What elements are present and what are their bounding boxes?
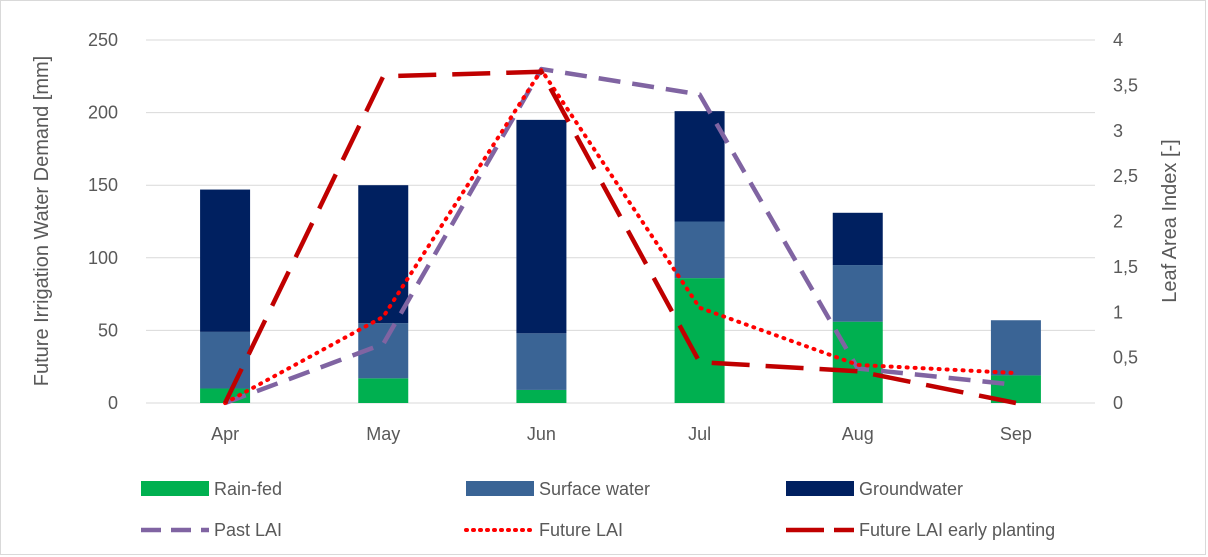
y-tick-label: 50 xyxy=(98,320,118,340)
bar-surface-water xyxy=(200,331,251,389)
bar-groundwater xyxy=(832,212,883,266)
x-tick-label: May xyxy=(366,424,400,444)
legend-swatch xyxy=(786,481,854,496)
bar-rain-fed xyxy=(674,278,725,403)
legend-label: Groundwater xyxy=(859,479,963,499)
x-category-ticks: Apr May Jun Jul Aug Sep xyxy=(211,424,1032,444)
legend-label: Future LAI xyxy=(539,520,623,540)
y-tick-label: 0 xyxy=(108,393,118,413)
bar-rain-fed xyxy=(358,378,409,403)
line-past-lai xyxy=(224,66,1017,406)
line-future-lai xyxy=(223,67,1018,405)
primary-y-axis-title: Future Irrigation Water Demand [mm] xyxy=(31,56,53,386)
y-tick-label: 100 xyxy=(88,248,118,268)
primary-y-ticks: 0 50 100 150 200 250 xyxy=(88,30,118,413)
line-future-lai-early-planting xyxy=(223,69,1017,406)
y2-tick-label: 3 xyxy=(1113,121,1123,141)
x-tick-label: Jul xyxy=(688,424,711,444)
bar-groundwater xyxy=(516,119,567,334)
secondary-y-ticks: 0 0,5 1 1,5 2 2,5 3 3,5 4 xyxy=(1113,30,1138,413)
bar-groundwater xyxy=(674,111,725,222)
y-tick-label: 250 xyxy=(88,30,118,50)
x-tick-label: Aug xyxy=(842,424,874,444)
bar-surface-water xyxy=(832,265,883,322)
y2-tick-label: 0,5 xyxy=(1113,348,1138,368)
bar-surface-water xyxy=(674,221,725,279)
x-tick-label: Sep xyxy=(1000,424,1032,444)
secondary-y-axis-title: Leaf Area Index [-] xyxy=(1159,139,1181,302)
legend: Rain-fed Surface water Groundwater Past LAI… xyxy=(141,479,1055,540)
bar-surface-water xyxy=(516,333,567,390)
y-tick-label: 150 xyxy=(88,175,118,195)
x-tick-label: Apr xyxy=(211,424,239,444)
legend-label: Surface water xyxy=(539,479,650,499)
y2-tick-label: 4 xyxy=(1113,30,1123,50)
lai-lines xyxy=(223,66,1018,406)
x-tick-label: Jun xyxy=(527,424,556,444)
legend-swatch xyxy=(466,481,534,496)
y-tick-label: 200 xyxy=(88,103,118,123)
legend-swatch xyxy=(141,481,209,496)
bar-surface-water xyxy=(990,320,1041,376)
stacked-bars xyxy=(200,111,1041,403)
legend-label: Past LAI xyxy=(214,520,282,540)
y2-tick-label: 1 xyxy=(1113,302,1123,322)
y2-tick-label: 2 xyxy=(1113,212,1123,232)
legend-label: Future LAI early planting xyxy=(859,520,1055,540)
y2-tick-label: 2,5 xyxy=(1113,166,1138,186)
bar-groundwater xyxy=(358,185,409,324)
gridlines xyxy=(146,39,1095,404)
y2-tick-label: 1,5 xyxy=(1113,257,1138,277)
bar-groundwater xyxy=(200,189,251,332)
legend-label: Rain-fed xyxy=(214,479,282,499)
bar-rain-fed xyxy=(516,389,567,403)
y2-tick-label: 3,5 xyxy=(1113,75,1138,95)
y2-tick-label: 0 xyxy=(1113,393,1123,413)
